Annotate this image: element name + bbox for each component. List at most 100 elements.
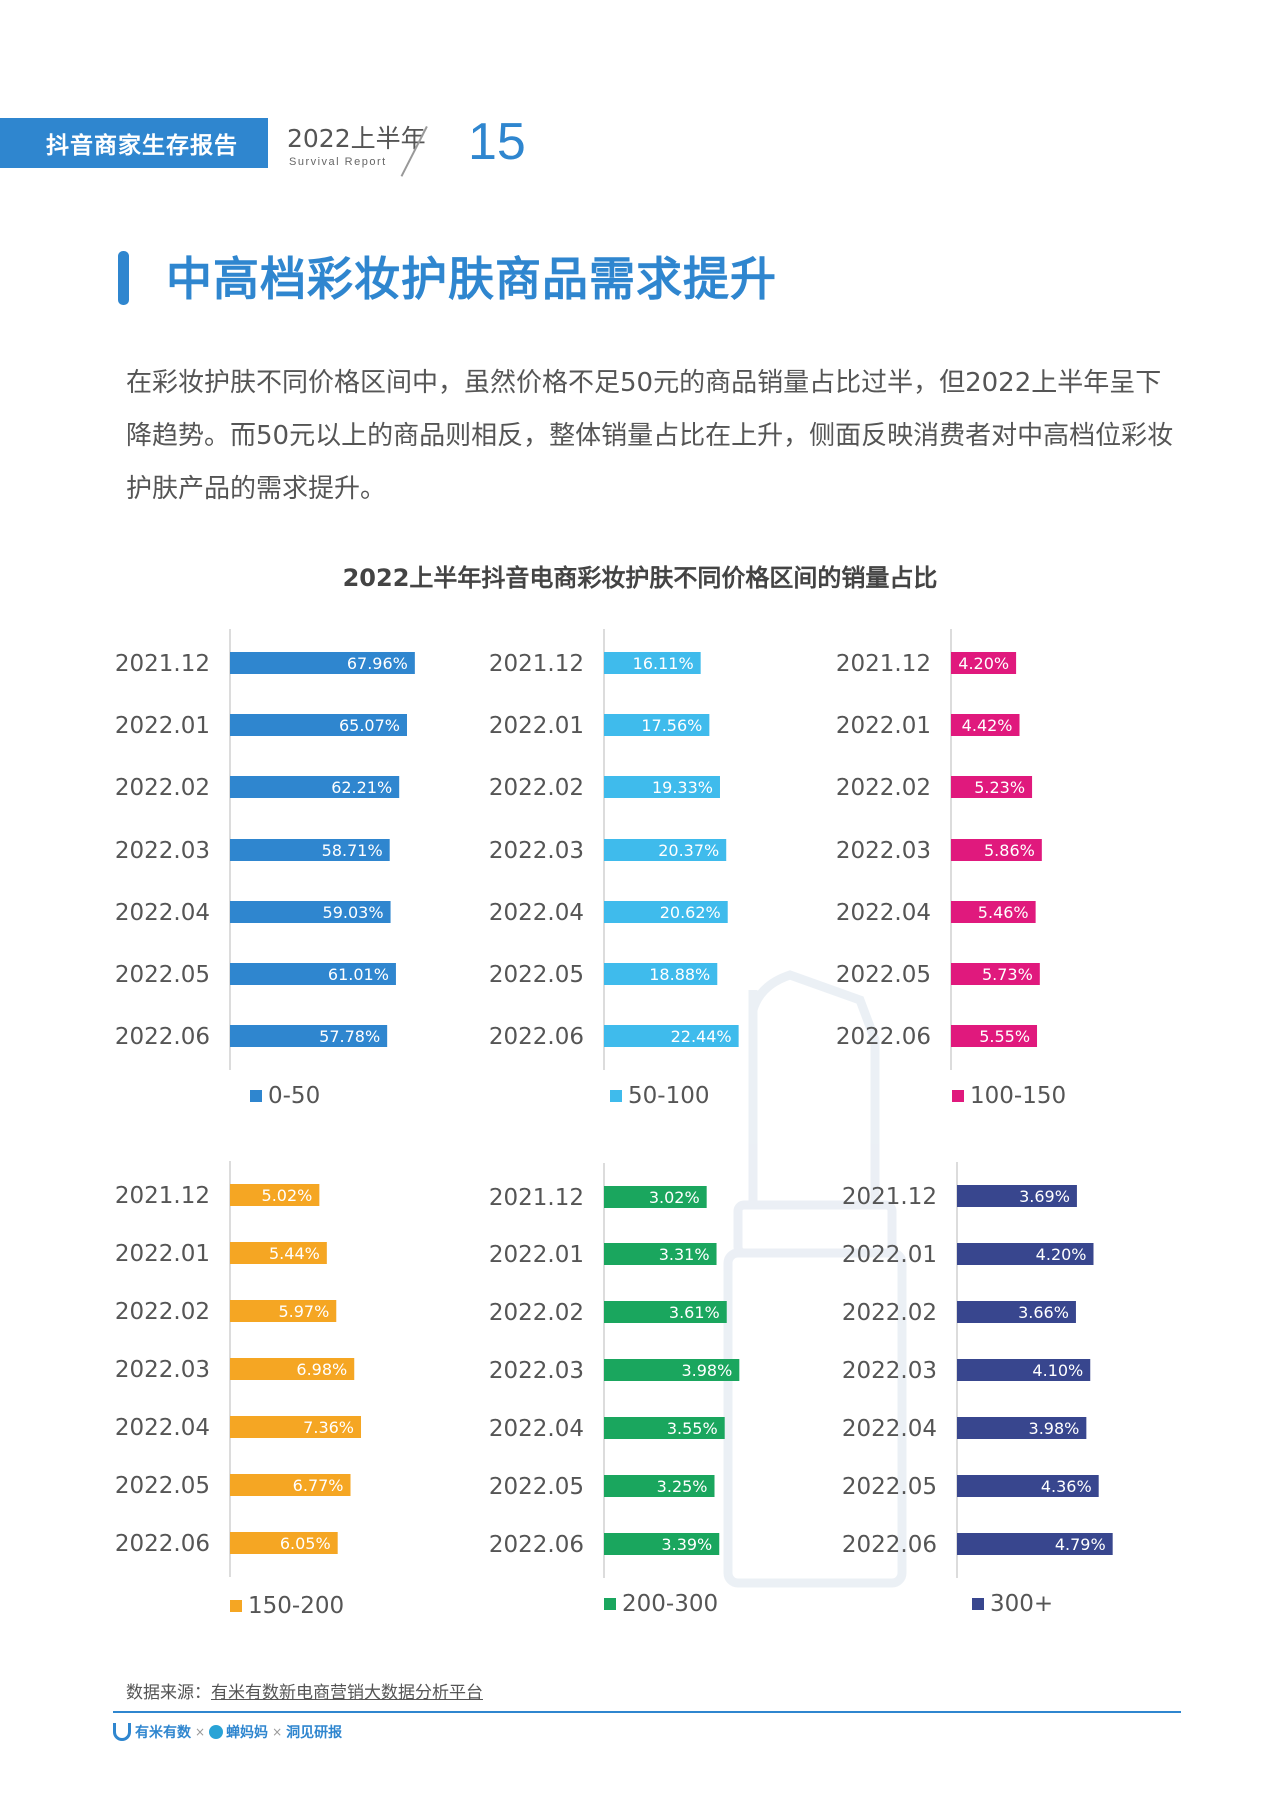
bar: [230, 1532, 338, 1554]
category-tick-label: 2022.05: [489, 962, 584, 988]
category-tick-label: 2022.06: [115, 1024, 210, 1050]
bar: [604, 1025, 739, 1047]
category-tick-label: 2022.04: [842, 1416, 937, 1442]
bar: [230, 1025, 388, 1047]
bar: [957, 1475, 1099, 1497]
bar: [230, 1416, 362, 1438]
bar-chart-panel: 2021.12 5.02% 2022.01 5.44% 2022.02 5.97% 2022…: [115, 1161, 362, 1619]
legend-label: 200-300: [622, 1591, 718, 1617]
logo-dongjian: 洞见研报: [286, 1725, 343, 1741]
data-label: 67.96%: [347, 654, 408, 673]
bar-chart-panel: 2021.12 16.11% 2022.01 17.56% 2022.02 19.33% 2…: [489, 629, 739, 1109]
legend-swatch: [610, 1090, 622, 1102]
legend-swatch: [952, 1090, 964, 1102]
category-tick-label: 2021.12: [836, 651, 931, 677]
category-tick-label: 2022.06: [115, 1531, 210, 1557]
data-label: 20.37%: [658, 841, 719, 860]
category-tick-label: 2022.03: [489, 838, 584, 864]
data-label: 17.56%: [641, 716, 702, 735]
category-tick-label: 2022.02: [489, 775, 584, 801]
data-source-prefix: 数据来源：: [126, 1683, 211, 1703]
bar: [604, 1359, 740, 1381]
data-label: 5.73%: [982, 965, 1033, 984]
category-tick-label: 2022.03: [489, 1358, 584, 1384]
bar: [230, 901, 391, 923]
data-label: 3.61%: [669, 1303, 720, 1322]
data-label: 3.69%: [1019, 1187, 1070, 1206]
data-label: 6.77%: [293, 1476, 344, 1495]
data-label: 5.23%: [974, 778, 1025, 797]
category-tick-label: 2022.05: [842, 1474, 937, 1500]
bar: [604, 1243, 717, 1265]
bar: [604, 652, 701, 674]
category-tick-label: 2022.05: [836, 962, 931, 988]
category-tick-label: 2022.01: [115, 713, 210, 739]
chart-title: 2022上半年抖音电商彩妆护肤不同价格区间的销量占比: [342, 564, 938, 592]
bar: [957, 1301, 1076, 1323]
category-tick-label: 2022.04: [489, 900, 584, 926]
report-year: 2022上半年: [287, 124, 426, 153]
bar: [957, 1359, 1091, 1381]
bar: [957, 1417, 1087, 1439]
bar: [230, 963, 396, 985]
data-label: 5.86%: [984, 841, 1035, 860]
data-label: 22.44%: [671, 1027, 732, 1046]
legend-swatch: [972, 1598, 984, 1610]
data-label: 5.44%: [269, 1244, 320, 1263]
data-label: 5.46%: [978, 903, 1029, 922]
bar: [604, 1533, 720, 1555]
data-label: 4.42%: [962, 716, 1013, 735]
data-label: 3.31%: [659, 1245, 710, 1264]
bar: [951, 714, 1020, 736]
bar: [951, 652, 1017, 674]
category-tick-label: 2022.06: [489, 1024, 584, 1050]
bar: [230, 839, 390, 861]
data-label: 3.39%: [661, 1535, 712, 1554]
category-tick-label: 2022.02: [842, 1300, 937, 1326]
bar: [604, 1417, 725, 1439]
bar: [957, 1533, 1113, 1555]
bar-chart-panel: 2021.12 67.96% 2022.01 65.07% 2022.02 62.21% 2…: [115, 629, 415, 1109]
data-label: 4.20%: [1036, 1245, 1087, 1264]
category-tick-label: 2022.01: [115, 1241, 210, 1267]
bar: [230, 1242, 327, 1264]
category-tick-label: 2022.03: [115, 838, 210, 864]
logo-separator: ×: [272, 1725, 283, 1739]
category-tick-label: 2022.03: [842, 1358, 937, 1384]
data-source-link[interactable]: 有米有数新电商营销大数据分析平台: [211, 1683, 483, 1703]
category-tick-label: 2022.05: [115, 1473, 210, 1499]
category-tick-label: 2022.05: [489, 1474, 584, 1500]
category-tick-label: 2021.12: [115, 651, 210, 677]
page-number: 15: [468, 113, 526, 171]
bar: [951, 1025, 1038, 1047]
category-tick-label: 2022.04: [115, 900, 210, 926]
data-label: 6.05%: [280, 1534, 331, 1553]
bar: [604, 776, 720, 798]
data-label: 3.55%: [667, 1419, 718, 1438]
category-tick-label: 2022.02: [489, 1300, 584, 1326]
data-label: 19.33%: [652, 778, 713, 797]
bar-chart-panel: 2021.12 3.69% 2022.01 4.20% 2022.02 3.66% 2022…: [842, 1162, 1113, 1617]
legend-label: 0-50: [268, 1083, 320, 1109]
data-label: 3.98%: [681, 1361, 732, 1380]
title-accent-bar: [118, 251, 129, 305]
category-tick-label: 2022.02: [115, 775, 210, 801]
category-tick-label: 2022.01: [842, 1242, 937, 1268]
category-tick-label: 2022.02: [836, 775, 931, 801]
data-label: 3.02%: [649, 1188, 700, 1207]
data-label: 4.20%: [958, 654, 1009, 673]
data-source: 数据来源：有米有数新电商营销大数据分析平台: [126, 1678, 483, 1703]
category-tick-label: 2022.02: [115, 1299, 210, 1325]
bar: [230, 1300, 337, 1322]
legend-swatch: [604, 1598, 616, 1610]
bar: [604, 963, 718, 985]
category-tick-label: 2022.06: [836, 1024, 931, 1050]
data-label: 59.03%: [323, 903, 384, 922]
bar: [951, 901, 1036, 923]
category-tick-label: 2021.12: [115, 1183, 210, 1209]
lipstick-watermark-icon: [723, 970, 907, 1588]
page-title: 中高档彩妆护肤商品需求提升: [166, 252, 777, 306]
category-tick-label: 2022.01: [836, 713, 931, 739]
footer-logos: 有米有数 × 蝉妈妈 × 洞见研报: [113, 1722, 342, 1742]
data-label: 5.02%: [262, 1186, 313, 1205]
